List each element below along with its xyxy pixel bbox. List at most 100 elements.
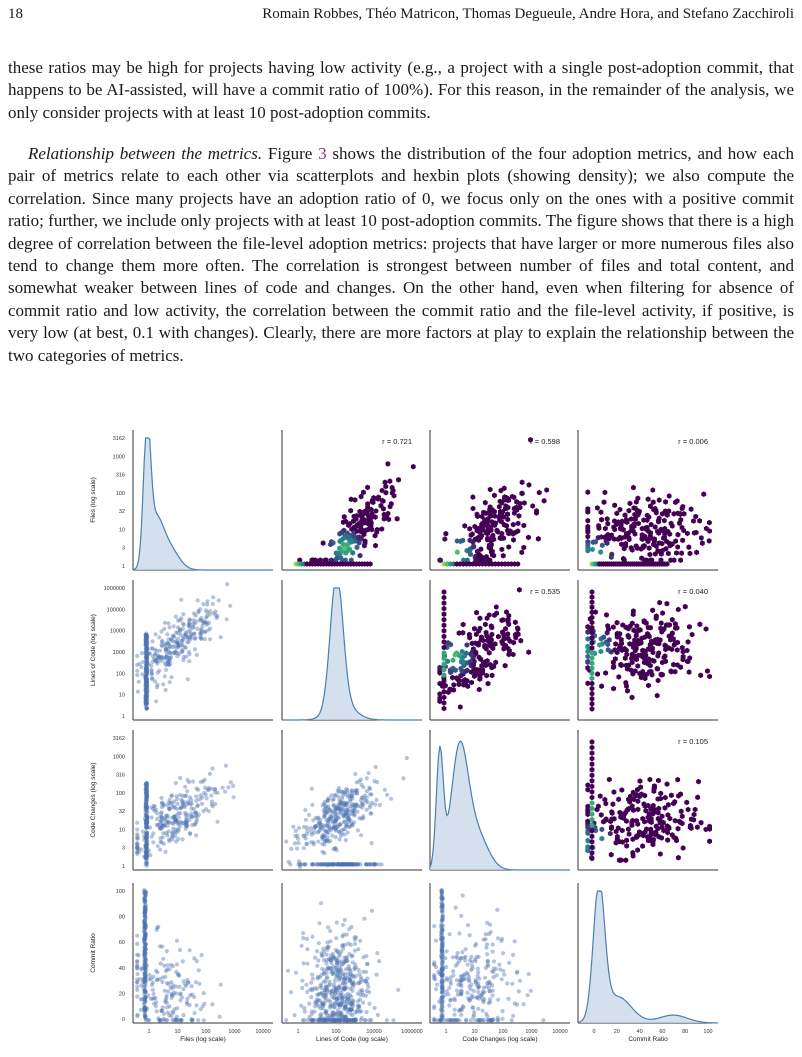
scatter-point bbox=[143, 700, 148, 705]
scatter-point bbox=[341, 862, 346, 867]
scatter-point bbox=[169, 815, 174, 820]
scatter-point bbox=[307, 1001, 312, 1006]
hexbin-cell bbox=[476, 686, 482, 693]
scatter-point bbox=[347, 794, 352, 799]
scatter-point bbox=[342, 917, 347, 923]
scatter-point bbox=[176, 827, 181, 832]
scatter-point bbox=[143, 650, 148, 655]
scatter-point bbox=[144, 817, 149, 822]
scatter-point bbox=[144, 791, 150, 796]
scatter-point bbox=[144, 675, 149, 680]
scatter-point bbox=[184, 654, 189, 659]
scatter-point bbox=[170, 820, 175, 826]
scatter-point bbox=[179, 805, 184, 810]
hexbin-cell bbox=[385, 461, 391, 467]
scatter-point bbox=[144, 633, 149, 638]
scatter-point bbox=[178, 805, 184, 810]
scatter-point bbox=[142, 978, 147, 984]
hexbin-cell bbox=[674, 647, 680, 653]
scatter-point bbox=[144, 795, 149, 800]
scatter-point bbox=[149, 671, 154, 677]
scatter-point bbox=[343, 792, 348, 797]
scatter-point bbox=[144, 679, 149, 684]
scatter-point bbox=[144, 638, 149, 643]
scatter-point bbox=[333, 835, 338, 840]
scatter-point bbox=[161, 802, 167, 807]
scatter-point bbox=[301, 961, 306, 966]
hexbin-cell bbox=[599, 826, 605, 833]
hexbin-cell bbox=[685, 806, 691, 813]
scatter-point bbox=[142, 854, 147, 859]
scatter-point bbox=[143, 795, 149, 800]
scatter-point bbox=[174, 817, 179, 822]
scatter-point bbox=[178, 806, 183, 811]
running-authors: Romain Robbes, Théo Matricon, Thomas Deg… bbox=[262, 6, 794, 22]
scatter-point bbox=[179, 797, 184, 802]
scatter-point bbox=[144, 635, 149, 640]
scatter-point bbox=[181, 637, 186, 642]
scatter-point bbox=[186, 980, 191, 985]
scatter-point bbox=[339, 997, 344, 1003]
scatter-point bbox=[165, 646, 171, 651]
scatter-point bbox=[209, 802, 214, 807]
scatter-point bbox=[364, 862, 369, 867]
scatter-point bbox=[170, 1009, 175, 1014]
scatter-point bbox=[144, 813, 149, 819]
scatter-point bbox=[326, 819, 331, 824]
kde-curve bbox=[429, 740, 570, 871]
scatter-point bbox=[142, 908, 148, 913]
scatter-point bbox=[358, 804, 363, 809]
scatter-point bbox=[330, 814, 335, 819]
scatter-point bbox=[325, 799, 330, 804]
scatter-point bbox=[152, 656, 157, 661]
scatter-point bbox=[310, 802, 315, 807]
scatter-point bbox=[521, 1002, 526, 1007]
scatter-point bbox=[146, 662, 151, 667]
hexbin-cell bbox=[650, 487, 656, 493]
scatter-point bbox=[359, 795, 364, 800]
scatter-point bbox=[151, 840, 156, 845]
scatter-point bbox=[343, 807, 348, 813]
y-tick-label: 316 bbox=[116, 773, 125, 779]
scatter-point bbox=[144, 653, 149, 658]
hexbin-cell bbox=[482, 499, 488, 506]
y-tick-label: 1 bbox=[122, 714, 125, 720]
scatter-point bbox=[149, 669, 154, 674]
scatter-point bbox=[135, 994, 140, 999]
figure-reference-link[interactable]: 3 bbox=[318, 144, 327, 163]
x-tick-label: 20 bbox=[614, 1029, 620, 1035]
scatter-point bbox=[161, 841, 166, 846]
paragraph-2-body: shows the distribution of the four adopt… bbox=[8, 144, 794, 365]
scatter-point bbox=[144, 659, 149, 664]
scatter-point bbox=[178, 618, 183, 623]
scatter-point bbox=[164, 813, 169, 818]
scatter-point bbox=[143, 854, 148, 859]
scatter-point bbox=[328, 807, 333, 813]
scatter-point bbox=[328, 862, 333, 867]
hexbin-cell bbox=[526, 534, 531, 541]
scatter-point bbox=[144, 702, 149, 707]
scatter-point bbox=[184, 819, 189, 824]
scatter-point bbox=[143, 805, 148, 810]
hexbin-cell bbox=[441, 694, 447, 701]
scatter-point bbox=[288, 990, 294, 995]
scatter-point bbox=[318, 862, 323, 867]
scatter-point bbox=[144, 694, 150, 699]
scatter-point bbox=[469, 967, 474, 973]
scatter-point bbox=[326, 862, 331, 867]
hexbin-cell bbox=[589, 589, 595, 595]
scatter-point bbox=[375, 780, 380, 785]
scatter-point bbox=[369, 1018, 374, 1023]
scatter-point bbox=[177, 821, 182, 826]
scatter-point bbox=[181, 654, 186, 660]
scatter-point bbox=[352, 803, 357, 808]
scatter-point bbox=[338, 807, 343, 812]
scatter-point bbox=[331, 862, 336, 867]
scatter-point bbox=[311, 818, 316, 823]
hexbin-cell bbox=[441, 611, 447, 617]
scatter-point bbox=[334, 818, 339, 823]
scatter-point bbox=[323, 979, 328, 984]
hexbin-cell bbox=[492, 492, 497, 499]
scatter-point bbox=[343, 862, 348, 867]
